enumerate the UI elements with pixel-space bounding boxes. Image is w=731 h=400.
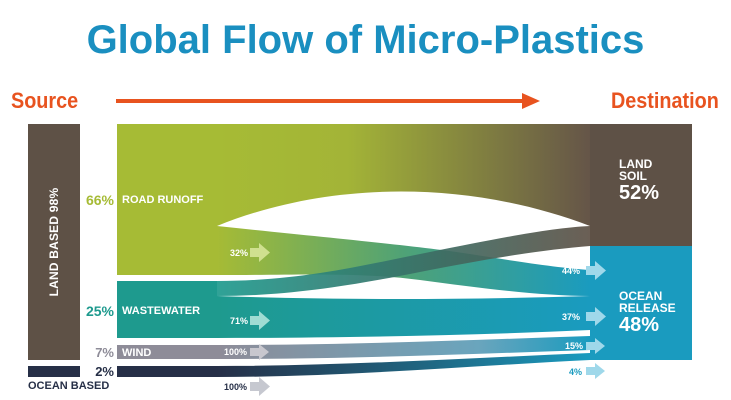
dest-land-soil-block [590, 124, 692, 246]
flow-label-dest-road: 44% [562, 266, 580, 276]
source-wind-percent: 7% [95, 345, 114, 360]
flow-wastewater-to-land [217, 226, 590, 296]
flow-arrow-right-waste [586, 307, 606, 326]
flow-label-dest-wind: 15% [565, 341, 583, 351]
land-based-bar [28, 124, 80, 360]
flow-arrow-right-ocean [586, 363, 605, 379]
flow-wastewater-to-ocean [217, 296, 590, 338]
source-ocean-block [117, 366, 217, 377]
source-wastewater-label: WASTEWATER [122, 305, 201, 317]
ocean-based-bar [28, 366, 80, 377]
dest-ocean-release-percent: 48% [619, 314, 660, 336]
dest-land-soil-text: LAND SOIL 52% [619, 158, 659, 204]
flow-arrow-right-road [586, 261, 606, 280]
source-road-runoff-percent: 66% [85, 192, 114, 208]
source-heading: Source [11, 88, 79, 113]
flow-arrow-left-ocean [250, 377, 270, 396]
dest-land-soil-percent: 52% [619, 182, 660, 204]
flow-road-to-land [217, 124, 590, 226]
flow-label-wind-to-ocean: 100% [224, 347, 247, 357]
dest-ocean-release-name-1: OCEAN [619, 289, 663, 303]
flow-wind-to-ocean [217, 336, 590, 359]
source-road-runoff-label: ROAD RUNOFF [122, 194, 204, 206]
dest-land-soil-name-2: SOIL [619, 169, 648, 183]
flow-arrow-left-wind [250, 344, 269, 360]
flow-ocean-to-ocean [217, 353, 590, 377]
flow-arrow-left-road [250, 243, 270, 262]
flow-label-dest-ocean: 4% [569, 367, 582, 377]
dest-ocean-release-block [590, 246, 692, 360]
ocean-based-label: OCEAN BASED [28, 380, 110, 392]
flow-arrow-left-waste [250, 311, 270, 330]
flow-label-ocean-to-ocean: 100% [224, 382, 247, 392]
source-wind-block [117, 345, 217, 359]
source-wind-label: WIND [122, 347, 152, 359]
flow-label-waste-to-ocean: 71% [230, 316, 248, 326]
source-ocean-percent: 2% [95, 364, 114, 379]
direction-arrow [116, 93, 540, 109]
land-based-label: LAND BASED 98% [47, 187, 61, 297]
dest-ocean-release-name-2: RELEASE [619, 301, 676, 315]
dest-land-soil-name-1: LAND [619, 157, 653, 171]
page-title: Global Flow of Micro-Plastics [86, 18, 645, 62]
flow-label-dest-waste: 37% [562, 312, 580, 322]
source-wastewater-block [117, 281, 217, 338]
source-road-runoff-block [117, 124, 217, 275]
destination-heading: Destination [611, 88, 719, 113]
flow-label-road-to-ocean: 32% [230, 248, 248, 258]
source-wastewater-percent: 25% [85, 303, 114, 319]
dest-ocean-release-text: OCEAN RELEASE 48% [619, 290, 676, 336]
flow-arrow-right-wind [586, 338, 605, 354]
